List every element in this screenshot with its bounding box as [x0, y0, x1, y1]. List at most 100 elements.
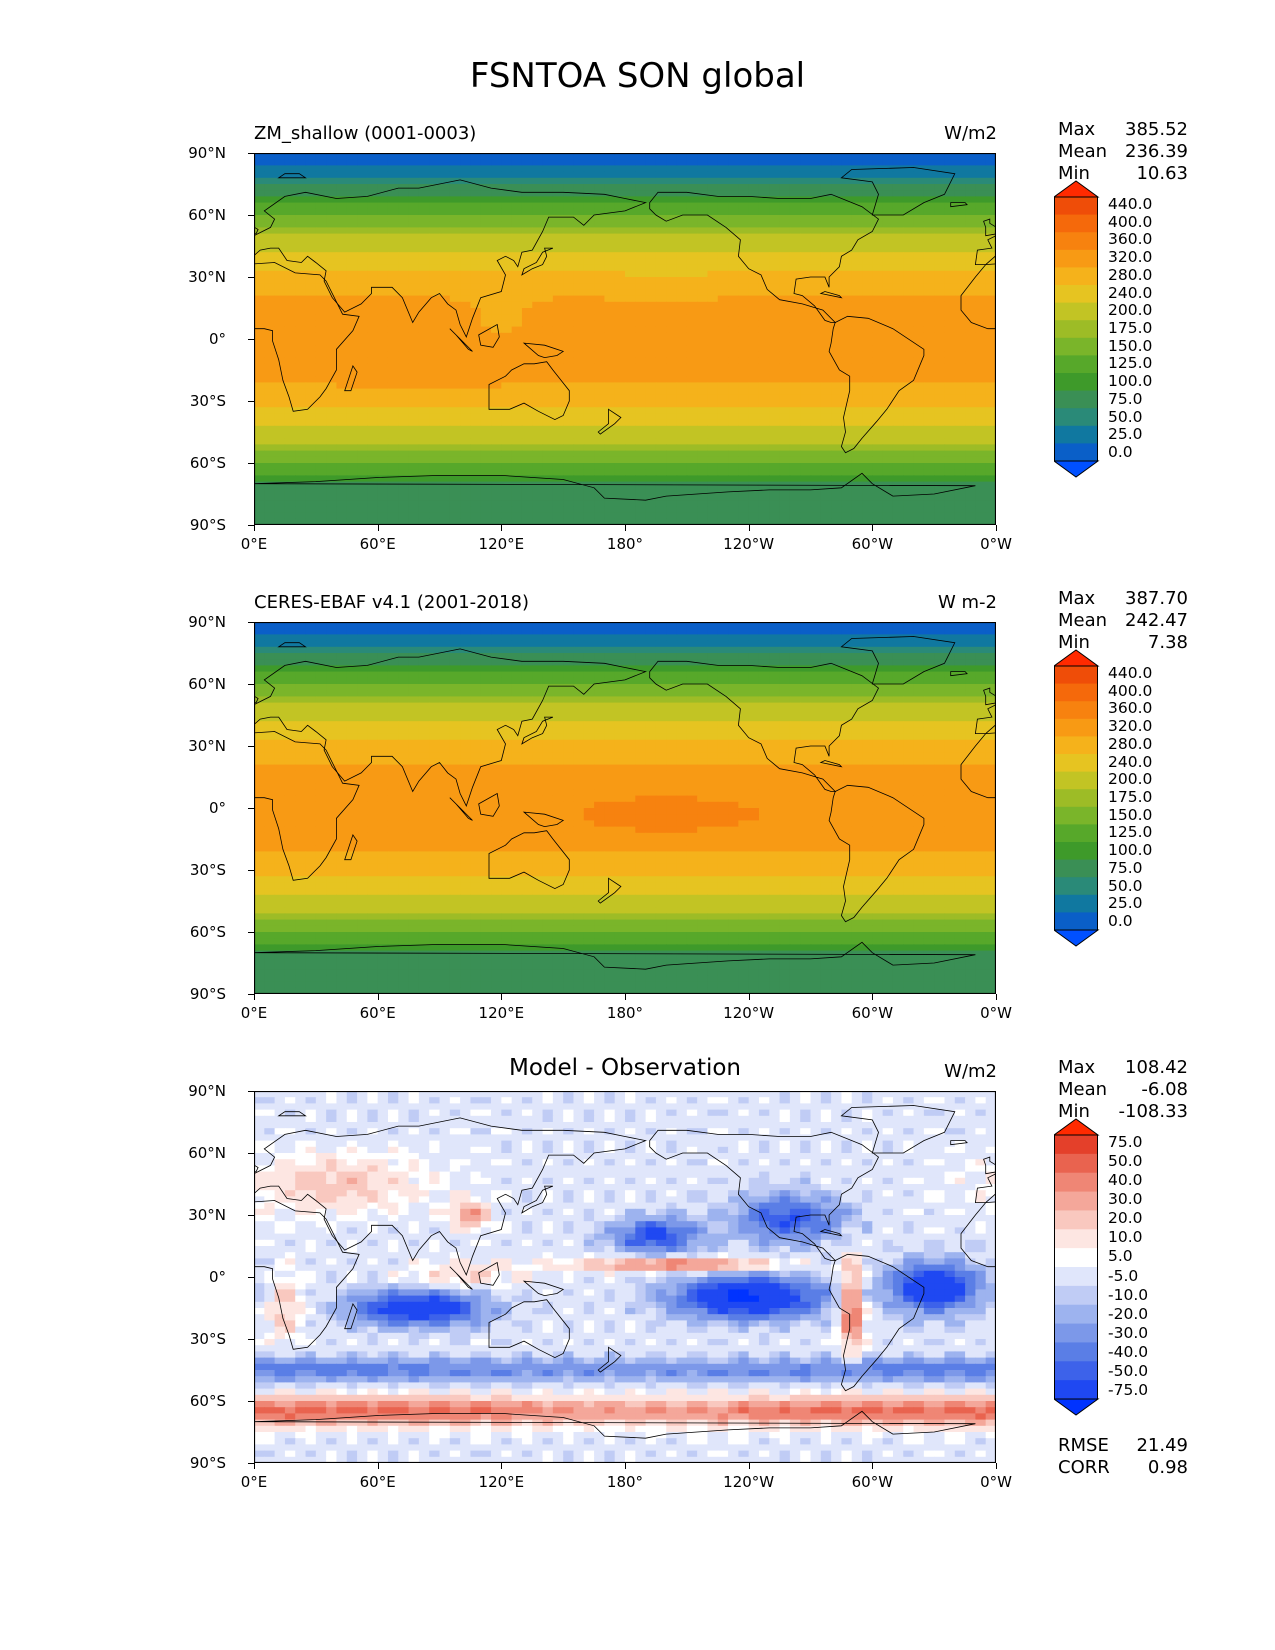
field-cell — [707, 314, 719, 321]
field-cell — [614, 246, 626, 253]
field-cell — [913, 326, 925, 334]
field-cell — [934, 351, 946, 359]
field-cell — [923, 518, 935, 525]
field-cell — [728, 438, 739, 445]
field-cell — [449, 159, 461, 166]
field-cell — [604, 196, 616, 204]
field-cell — [604, 376, 616, 383]
field-cell — [501, 432, 513, 439]
y-tick-mark — [248, 339, 254, 340]
field-cell — [460, 487, 472, 495]
field-cell — [779, 202, 791, 210]
field-cell — [480, 463, 492, 470]
field-cell — [604, 401, 616, 408]
field-cell — [511, 425, 523, 433]
field-cell — [408, 506, 420, 514]
field-cell — [892, 646, 904, 654]
field-cell — [377, 159, 389, 166]
field-cell — [707, 419, 719, 427]
field-cell — [326, 407, 338, 414]
field-cell — [655, 640, 667, 648]
field-cell — [460, 394, 472, 402]
field-cell — [429, 326, 441, 334]
field-cell — [800, 339, 812, 346]
field-cell — [326, 177, 338, 185]
field-cell — [985, 500, 996, 507]
field-cell — [810, 190, 822, 197]
field-cell — [738, 512, 750, 520]
field-cell — [645, 351, 657, 359]
field-cell — [614, 653, 626, 660]
field-cell — [295, 301, 307, 309]
field-cell — [892, 351, 904, 359]
field-cell — [748, 153, 760, 160]
field-cell — [295, 382, 307, 390]
field-cell — [985, 370, 996, 377]
field-cell — [439, 159, 451, 166]
field-cell — [934, 425, 946, 433]
field-cell — [872, 159, 884, 166]
field-cell — [789, 208, 801, 216]
field-cell — [831, 301, 843, 309]
field-cell — [583, 264, 595, 272]
field-cell — [470, 264, 482, 272]
field-cell — [305, 628, 317, 635]
field-cell — [491, 363, 502, 371]
field-cell — [501, 444, 513, 452]
field-cell — [336, 506, 348, 514]
field-cell — [563, 320, 575, 328]
field-cell — [491, 208, 502, 216]
field-cell — [820, 221, 832, 228]
field-cell — [274, 308, 286, 315]
field-cell — [429, 646, 441, 654]
field-cell — [274, 388, 286, 396]
coastline-png — [522, 342, 565, 359]
field-cell — [274, 283, 286, 290]
field-cell — [985, 221, 996, 228]
field-cell — [336, 270, 348, 278]
field-cell — [583, 171, 595, 179]
field-cell — [707, 376, 719, 383]
field-cell — [645, 500, 657, 507]
field-cell — [645, 363, 657, 371]
field-cell — [944, 376, 956, 383]
field-cell — [511, 401, 523, 408]
field-cell — [748, 208, 760, 216]
field-cell — [429, 432, 441, 439]
field-cell — [449, 283, 461, 290]
field-cell — [439, 283, 451, 290]
field-cell — [284, 208, 296, 216]
field-cell — [418, 277, 430, 284]
field-cell — [491, 246, 502, 253]
field-cell — [305, 239, 317, 247]
field-cell — [264, 227, 276, 235]
field-cell — [357, 326, 368, 334]
field-cell — [614, 208, 626, 216]
field-cell — [480, 394, 492, 402]
field-cell — [614, 159, 626, 166]
field-cell — [697, 264, 709, 272]
field-cell — [769, 351, 781, 359]
field-cell — [532, 177, 544, 185]
field-cell — [521, 425, 533, 433]
field-cell — [398, 295, 410, 303]
field-cell — [377, 264, 389, 272]
field-cell — [954, 270, 966, 278]
field-cell — [728, 413, 739, 421]
field-cell — [439, 345, 451, 352]
field-cell — [604, 388, 616, 396]
field-cell — [882, 487, 894, 495]
field-cell — [892, 171, 904, 179]
field-cell — [408, 190, 420, 197]
field-cell — [367, 463, 379, 470]
field-cell — [923, 227, 935, 235]
field-cell — [903, 518, 915, 525]
field-cell — [697, 388, 709, 396]
field-cell — [810, 469, 822, 476]
field-cell — [697, 258, 709, 266]
field-cell — [521, 351, 533, 359]
field-cell — [789, 345, 801, 352]
map-frame — [254, 153, 996, 525]
field-cell — [532, 283, 544, 290]
field-cell — [944, 401, 956, 408]
